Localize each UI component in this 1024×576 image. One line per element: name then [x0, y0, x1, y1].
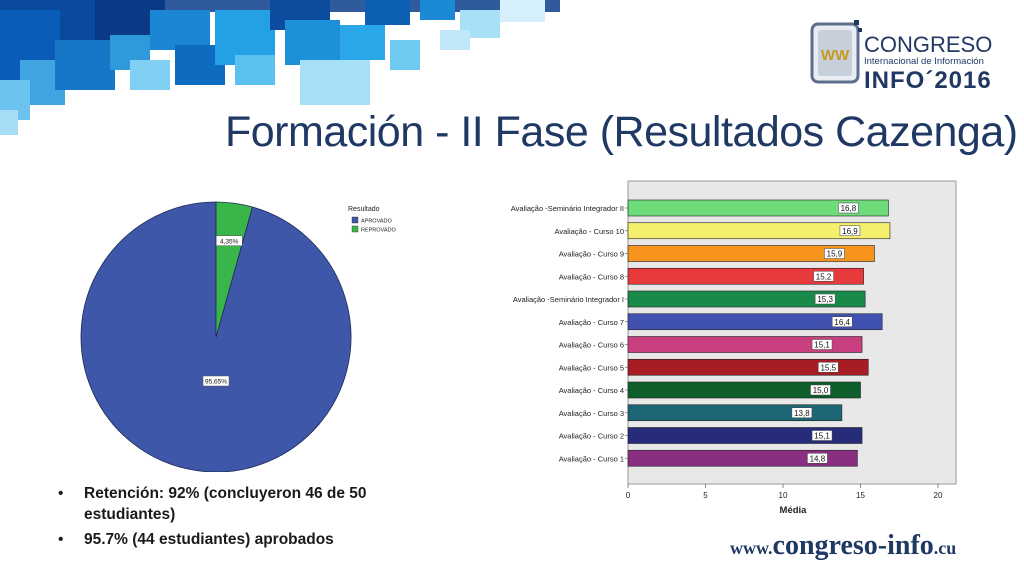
legend-swatch [351, 216, 359, 224]
congreso-info-logo: WW CONGRESO Internacional de Información… [806, 14, 996, 98]
x-axis-label: Média [780, 505, 808, 516]
tv-logo-icon: WW [810, 20, 862, 84]
bullet-dot-icon: • [58, 531, 64, 548]
website-main: congreso-info [772, 530, 934, 561]
bar-value-label: 14,8 [807, 453, 828, 464]
svg-text:16,8: 16,8 [841, 204, 857, 213]
svg-text:15,0: 15,0 [813, 386, 829, 395]
pie-legend-title: Resultado [348, 206, 380, 213]
x-tick-label: 0 [626, 491, 631, 500]
svg-text:15,1: 15,1 [814, 432, 830, 441]
svg-text:15,5: 15,5 [820, 363, 836, 372]
bar-value-label: 15,1 [811, 430, 833, 441]
bar-value-label: 16,9 [839, 225, 861, 236]
category-label: Avaliação - Curso 3 [559, 409, 624, 418]
logo-line-1: CONGRESO [864, 32, 993, 57]
category-label: Avaliação - Curso 2 [559, 432, 624, 441]
bar-value-label: 16,4 [831, 316, 853, 327]
website-url[interactable]: www.congreso-info.cu [730, 530, 956, 562]
svg-text:15,2: 15,2 [816, 272, 832, 281]
category-label: Avaliação - Curso 10 [555, 227, 624, 236]
slide-title: Formación - II Fase (Resultados Cazenga) [225, 108, 1018, 156]
legend-swatch [351, 225, 359, 233]
decorative-blue-squares [0, 0, 560, 135]
category-label: Avaliação -Seminário Integrador I [513, 295, 624, 304]
bar-chart: 16,8 16,9 15,9 15,2 15,3 16,4 15,1 15,5 15,0 13,8… [511, 180, 957, 516]
svg-text:15,3: 15,3 [817, 295, 833, 304]
website-prefix: www. [730, 538, 773, 558]
svg-text:16,4: 16,4 [834, 318, 850, 327]
pie-data-label: 95,65% [202, 375, 230, 387]
svg-text:16,9: 16,9 [842, 227, 858, 236]
category-label: Avaliação - Curso 4 [559, 386, 624, 395]
svg-text:95,65%: 95,65% [205, 379, 227, 386]
website-suffix: .cu [933, 538, 957, 558]
bar-value-label: 15,0 [810, 384, 831, 396]
svg-text:4,35%: 4,35% [220, 238, 239, 245]
bullet-item: • Retención: 92% (concluyeron 46 de 50 es… [58, 483, 418, 525]
bar-value-label: 15,3 [814, 293, 836, 305]
svg-text:15,9: 15,9 [827, 250, 843, 259]
svg-text:13,8: 13,8 [794, 409, 810, 418]
category-label: Avaliação - Curso 9 [559, 250, 624, 259]
bar-value-label: 15,2 [813, 271, 834, 282]
x-tick-label: 5 [703, 491, 708, 500]
bullet-text: 95.7% (44 estudiantes) aprobados [84, 531, 334, 548]
bar-value-label: 15,1 [811, 339, 833, 350]
bullet-text: Retención: 92% (concluyeron 46 de 50 est… [84, 485, 367, 523]
logo-line-2: Internacional de Información [864, 56, 984, 67]
category-label: Avaliação - Curso 7 [559, 318, 624, 327]
x-tick-label: 20 [934, 491, 943, 500]
pie-chart: 95,65% 4,35% Resultado APROVADO REPROVADO [80, 201, 396, 472]
bullet-dot-icon: • [58, 485, 64, 502]
category-label: Avaliação - Curso 8 [559, 272, 624, 281]
svg-text:14,8: 14,8 [810, 454, 826, 463]
logo-line-3: INFO´2016 [864, 67, 992, 94]
category-label: Avaliação - Curso 5 [559, 363, 624, 372]
bar-value-label: 16,8 [838, 202, 859, 214]
category-label: Avaliação - Curso 1 [559, 454, 624, 463]
bullet-item: • 95.7% (44 estudiantes) aprobados [58, 529, 418, 550]
category-label: Avaliação - Curso 6 [559, 341, 624, 350]
legend-label: APROVADO [361, 219, 392, 225]
bar-value-label: 15,9 [824, 248, 845, 259]
logo-monogram: WW [821, 47, 850, 64]
bullet-list: • Retención: 92% (concluyeron 46 de 50 es… [58, 483, 418, 554]
x-tick-label: 15 [856, 491, 865, 500]
pie-legend: Resultado APROVADO REPROVADO [348, 206, 396, 234]
bar-value-label: 13,8 [791, 407, 813, 418]
x-tick-label: 10 [779, 491, 788, 500]
pie-data-label: 4,35% [215, 235, 243, 246]
category-label: Avaliação -Seminário Integrador II [511, 204, 624, 213]
bar-value-label: 15,5 [818, 362, 839, 373]
svg-text:15,1: 15,1 [814, 341, 830, 350]
legend-label: REPROVADO [361, 228, 396, 234]
